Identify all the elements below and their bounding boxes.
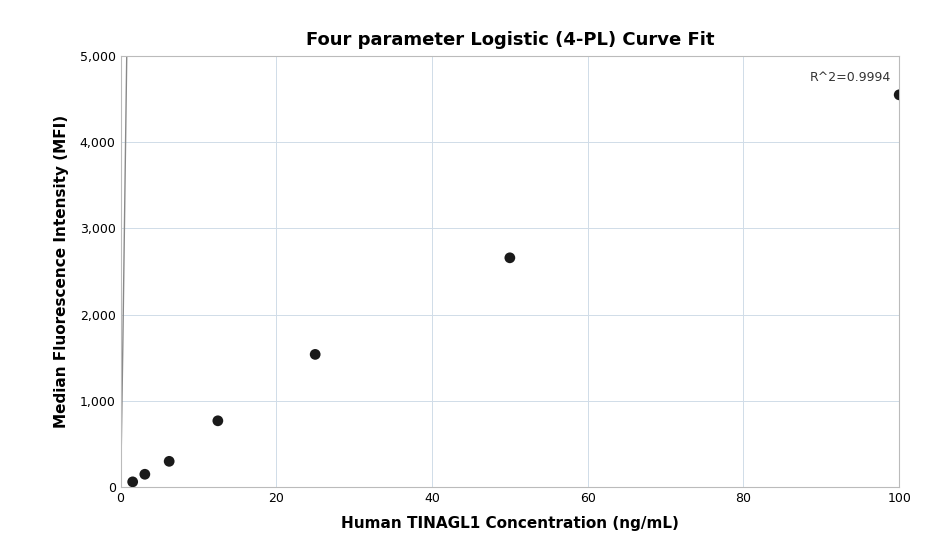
Y-axis label: Median Fluorescence Intensity (MFI): Median Fluorescence Intensity (MFI) — [54, 115, 69, 428]
Point — [210, 416, 225, 425]
Text: R^2=0.9994: R^2=0.9994 — [810, 71, 892, 84]
Point — [161, 457, 176, 466]
Point — [308, 350, 323, 359]
Title: Four parameter Logistic (4-PL) Curve Fit: Four parameter Logistic (4-PL) Curve Fit — [306, 31, 714, 49]
Point — [892, 90, 907, 99]
X-axis label: Human TINAGL1 Concentration (ng/mL): Human TINAGL1 Concentration (ng/mL) — [341, 516, 679, 531]
Point — [125, 477, 140, 486]
Point — [502, 253, 517, 262]
Point — [137, 470, 152, 479]
